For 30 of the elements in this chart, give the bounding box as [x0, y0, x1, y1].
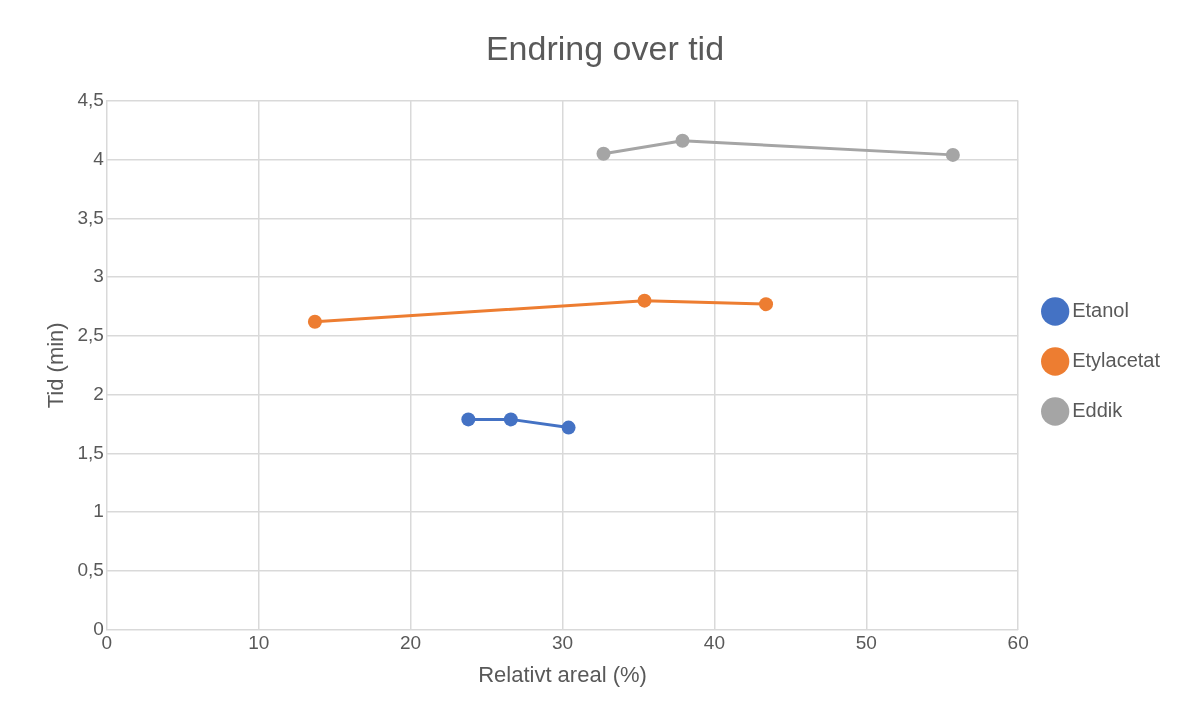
point	[307, 314, 322, 329]
x-tick-label: 50	[855, 632, 877, 654]
y-tick-label: 1	[93, 500, 104, 522]
chart-title: Endring over tid	[485, 28, 725, 67]
point	[461, 412, 476, 427]
x-tick-label: 20	[400, 632, 422, 654]
point	[675, 133, 690, 148]
x-tick-label: 10	[248, 632, 270, 654]
point	[759, 297, 774, 312]
point	[561, 420, 576, 435]
y-tick-label: 4	[93, 147, 105, 169]
point	[503, 412, 518, 427]
y-tick-label: 4,5	[77, 89, 104, 111]
y-axis-title: Tid (min)	[43, 322, 69, 409]
point	[945, 147, 960, 162]
y-tick-label: 1,5	[77, 441, 104, 463]
x-tick-label: 60	[1007, 632, 1029, 654]
y-tick-label: 0,5	[77, 559, 104, 581]
point	[596, 146, 611, 161]
legend-label: Eddik	[1072, 399, 1124, 422]
x-axis-title: Relativt areal (%)	[478, 661, 647, 687]
y-tick-label: 2	[93, 382, 104, 404]
x-tick-label: 30	[551, 632, 574, 654]
legend-label: Etanol	[1072, 299, 1129, 322]
y-tick-label: 2,5	[77, 324, 104, 346]
y-tick-label: 3,5	[77, 206, 104, 228]
y-tick-label: 3	[93, 265, 104, 287]
x-tick-label: 40	[703, 632, 725, 654]
point	[637, 293, 652, 308]
legend-label: Etylacetat	[1072, 349, 1161, 372]
